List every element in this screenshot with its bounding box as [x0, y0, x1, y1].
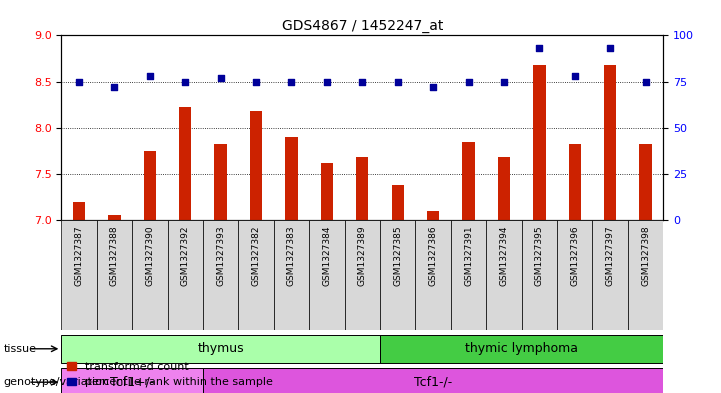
Text: GSM1327385: GSM1327385 [393, 226, 402, 286]
Point [534, 45, 545, 51]
Bar [73, 202, 85, 220]
Bar [203, 368, 663, 393]
Bar [239, 220, 274, 330]
Text: Tcf1-/-: Tcf1-/- [414, 376, 452, 389]
Text: GSM1327395: GSM1327395 [535, 226, 544, 286]
Bar [61, 368, 203, 393]
Text: genotype/variation: genotype/variation [4, 377, 110, 387]
Title: GDS4867 / 1452247_at: GDS4867 / 1452247_at [282, 19, 443, 33]
Text: thymic lymphoma: thymic lymphoma [465, 342, 578, 355]
Bar [203, 220, 239, 330]
Text: Tcf1+/-: Tcf1+/- [110, 376, 154, 389]
Bar [415, 220, 451, 330]
Point [286, 79, 297, 85]
Point [392, 79, 404, 85]
Text: GSM1327384: GSM1327384 [322, 226, 332, 286]
Bar [640, 144, 652, 220]
Point [180, 79, 191, 85]
Bar [380, 335, 663, 363]
Text: GSM1327392: GSM1327392 [181, 226, 190, 286]
Point [604, 45, 616, 51]
Point [640, 79, 651, 85]
Bar [321, 163, 333, 220]
Bar [628, 220, 663, 330]
Text: GSM1327386: GSM1327386 [428, 226, 438, 286]
Text: GSM1327398: GSM1327398 [641, 226, 650, 286]
Bar [569, 144, 581, 220]
Bar [345, 220, 380, 330]
Bar [61, 335, 380, 363]
Point [144, 73, 156, 79]
Bar [486, 220, 522, 330]
Point [357, 79, 368, 85]
Bar [286, 137, 298, 220]
Bar [380, 220, 415, 330]
Text: thymus: thymus [198, 342, 244, 355]
Bar [533, 65, 546, 220]
Text: GSM1327383: GSM1327383 [287, 226, 296, 286]
Bar [132, 220, 167, 330]
Bar [451, 220, 486, 330]
Bar [108, 215, 120, 220]
Text: GSM1327393: GSM1327393 [216, 226, 225, 286]
Text: GSM1327391: GSM1327391 [464, 226, 473, 286]
Bar [214, 144, 227, 220]
Text: GSM1327388: GSM1327388 [110, 226, 119, 286]
Text: GSM1327382: GSM1327382 [252, 226, 260, 286]
Bar [309, 220, 345, 330]
Text: tissue: tissue [4, 344, 37, 354]
Bar [143, 151, 156, 220]
Bar [522, 220, 557, 330]
Bar [392, 185, 404, 220]
Bar [179, 107, 192, 220]
Bar [61, 220, 97, 330]
Bar [250, 111, 262, 220]
Text: GSM1327387: GSM1327387 [74, 226, 84, 286]
Point [74, 79, 85, 85]
Point [215, 75, 226, 81]
Point [498, 79, 510, 85]
Point [109, 84, 120, 90]
Bar [497, 157, 510, 220]
Bar [593, 220, 628, 330]
Text: GSM1327389: GSM1327389 [358, 226, 367, 286]
Point [250, 79, 262, 85]
Bar [97, 220, 132, 330]
Point [428, 84, 439, 90]
Text: GSM1327390: GSM1327390 [146, 226, 154, 286]
Bar [167, 220, 203, 330]
Bar [557, 220, 593, 330]
Text: GSM1327397: GSM1327397 [606, 226, 615, 286]
Point [463, 79, 474, 85]
Point [321, 79, 332, 85]
Text: GSM1327396: GSM1327396 [570, 226, 579, 286]
Bar [462, 141, 474, 220]
Bar [356, 157, 368, 220]
Point [569, 73, 580, 79]
Bar [427, 211, 439, 220]
Text: GSM1327394: GSM1327394 [500, 226, 508, 286]
Bar [274, 220, 309, 330]
Bar [604, 65, 616, 220]
Legend: transformed count, percentile rank within the sample: transformed count, percentile rank withi… [67, 362, 273, 387]
